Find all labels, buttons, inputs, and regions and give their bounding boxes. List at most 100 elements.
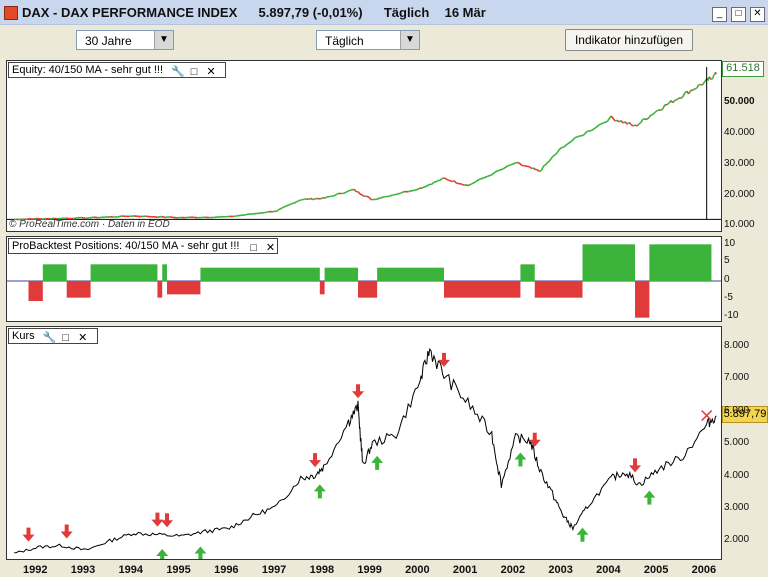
- wrench-icon[interactable]: 🔧: [42, 332, 57, 344]
- equity-segment: [461, 183, 465, 186]
- equity-segment: [455, 182, 459, 185]
- position-bar: [635, 281, 650, 318]
- price-tick: 3.000: [724, 502, 750, 513]
- equity-segment: [89, 216, 94, 219]
- equity-segment: [286, 204, 290, 207]
- x-axis-year: 2006: [691, 564, 717, 576]
- equity-segment: [652, 111, 656, 116]
- equity-segment: [714, 71, 717, 75]
- equity-segment: [590, 127, 596, 132]
- equity-segment: [236, 214, 242, 217]
- equity-segment: [606, 115, 612, 123]
- equity-segment: [443, 177, 447, 180]
- wrench-icon[interactable]: 🔧: [171, 66, 185, 78]
- add-indicator-button[interactable]: Indikator hinzufügen: [565, 29, 693, 51]
- close-icon[interactable]: ✕: [206, 66, 216, 78]
- title-date: 16 Mär: [444, 5, 486, 20]
- equity-segment: [616, 119, 620, 123]
- equity-segment: [483, 175, 489, 179]
- positions-chart: [7, 244, 721, 318]
- equity-segment: [302, 198, 305, 201]
- x-axis-year: 1997: [261, 564, 287, 576]
- buy-signal-arrow: [643, 490, 656, 505]
- position-bar: [582, 244, 636, 281]
- equity-tick: 30.000: [724, 158, 755, 169]
- equity-last-value: 61.518: [722, 61, 764, 77]
- x-axis: 1992 1993 1994 1995 1996 1997 1998 1999 2000 2001…: [0, 560, 768, 577]
- equity-segment: [449, 179, 453, 183]
- chevron-down-icon[interactable]: ▼: [400, 31, 419, 49]
- equity-segment: [640, 118, 644, 123]
- equity-segment: [376, 197, 381, 201]
- price-tick: 4.000: [724, 470, 750, 481]
- x-axis-year: 1993: [70, 564, 96, 576]
- price-tick: 7.000: [724, 372, 750, 383]
- close-button[interactable]: ✕: [750, 7, 765, 22]
- position-bar: [157, 281, 163, 298]
- period-select[interactable]: 30 Jahre ▼: [76, 30, 174, 50]
- equity-segment: [415, 187, 421, 191]
- equity-segment: [362, 194, 365, 198]
- equity-segment: [278, 207, 282, 211]
- equity-segment: [582, 130, 588, 136]
- x-axis-year: 2001: [452, 564, 478, 576]
- equity-segment: [688, 89, 692, 95]
- price-tick: 8.000: [724, 340, 750, 351]
- close-icon[interactable]: ✕: [265, 242, 276, 254]
- buy-signal-arrow: [576, 527, 589, 542]
- positions-tick: 0: [724, 274, 730, 285]
- equity-segment: [276, 209, 280, 212]
- position-bar: [166, 281, 201, 295]
- price-chart: [14, 348, 717, 559]
- price-line: [14, 348, 717, 554]
- price-tick: 5.000: [724, 437, 750, 448]
- title-interval: Täglich: [383, 5, 430, 20]
- position-bar: [520, 264, 535, 281]
- maximize-icon[interactable]: □: [190, 66, 198, 78]
- equity-segment: [368, 196, 372, 200]
- equity-segment: [662, 104, 666, 110]
- price-panel: Kurs 🔧 □ ✕: [6, 326, 722, 560]
- equity-segment: [503, 165, 509, 170]
- x-axis-year: 2005: [643, 564, 669, 576]
- equity-tick: 50.000: [724, 96, 755, 107]
- equity-segment: [343, 191, 347, 195]
- equity-segment: [702, 81, 706, 86]
- x-axis-year: 1998: [309, 564, 335, 576]
- equity-segment: [650, 113, 654, 116]
- equity-segment: [294, 201, 298, 204]
- chevron-down-icon[interactable]: ▼: [154, 31, 173, 49]
- interval-select[interactable]: Täglich ▼: [316, 30, 420, 50]
- sell-signal-arrow: [528, 432, 541, 447]
- minimize-button[interactable]: _: [712, 7, 727, 22]
- close-icon[interactable]: ✕: [78, 332, 88, 344]
- equity-segment: [453, 180, 457, 184]
- maximize-icon[interactable]: □: [62, 332, 70, 344]
- equity-segment: [439, 177, 443, 181]
- buy-signal-arrow: [156, 548, 169, 559]
- equity-segment: [145, 215, 150, 218]
- equity-segment: [296, 199, 300, 203]
- equity-segment: [425, 184, 429, 188]
- equity-tick: 40.000: [724, 127, 755, 138]
- equity-segment: [511, 162, 516, 166]
- equity-segment: [284, 205, 288, 208]
- sell-signal-arrow: [151, 512, 164, 527]
- equity-segment: [539, 169, 542, 173]
- position-bar: [443, 281, 521, 298]
- equity-segment: [550, 155, 555, 159]
- equity-segment: [638, 121, 642, 125]
- equity-segment: [566, 140, 572, 145]
- equity-segment: [543, 164, 546, 167]
- maximize-icon[interactable]: □: [250, 242, 257, 254]
- positions-tick: 10: [724, 238, 736, 249]
- maximize-button[interactable]: □: [731, 7, 746, 22]
- equity-segment: [157, 215, 162, 219]
- equity-segment: [624, 121, 628, 125]
- equity-segment: [298, 199, 301, 202]
- equity-segment: [556, 148, 561, 153]
- equity-segment: [612, 117, 616, 122]
- equity-tick: 20.000: [724, 189, 755, 200]
- x-axis-year: 1994: [118, 564, 144, 576]
- watermark: © ProRealTime.com · Daten in EOD: [9, 219, 170, 230]
